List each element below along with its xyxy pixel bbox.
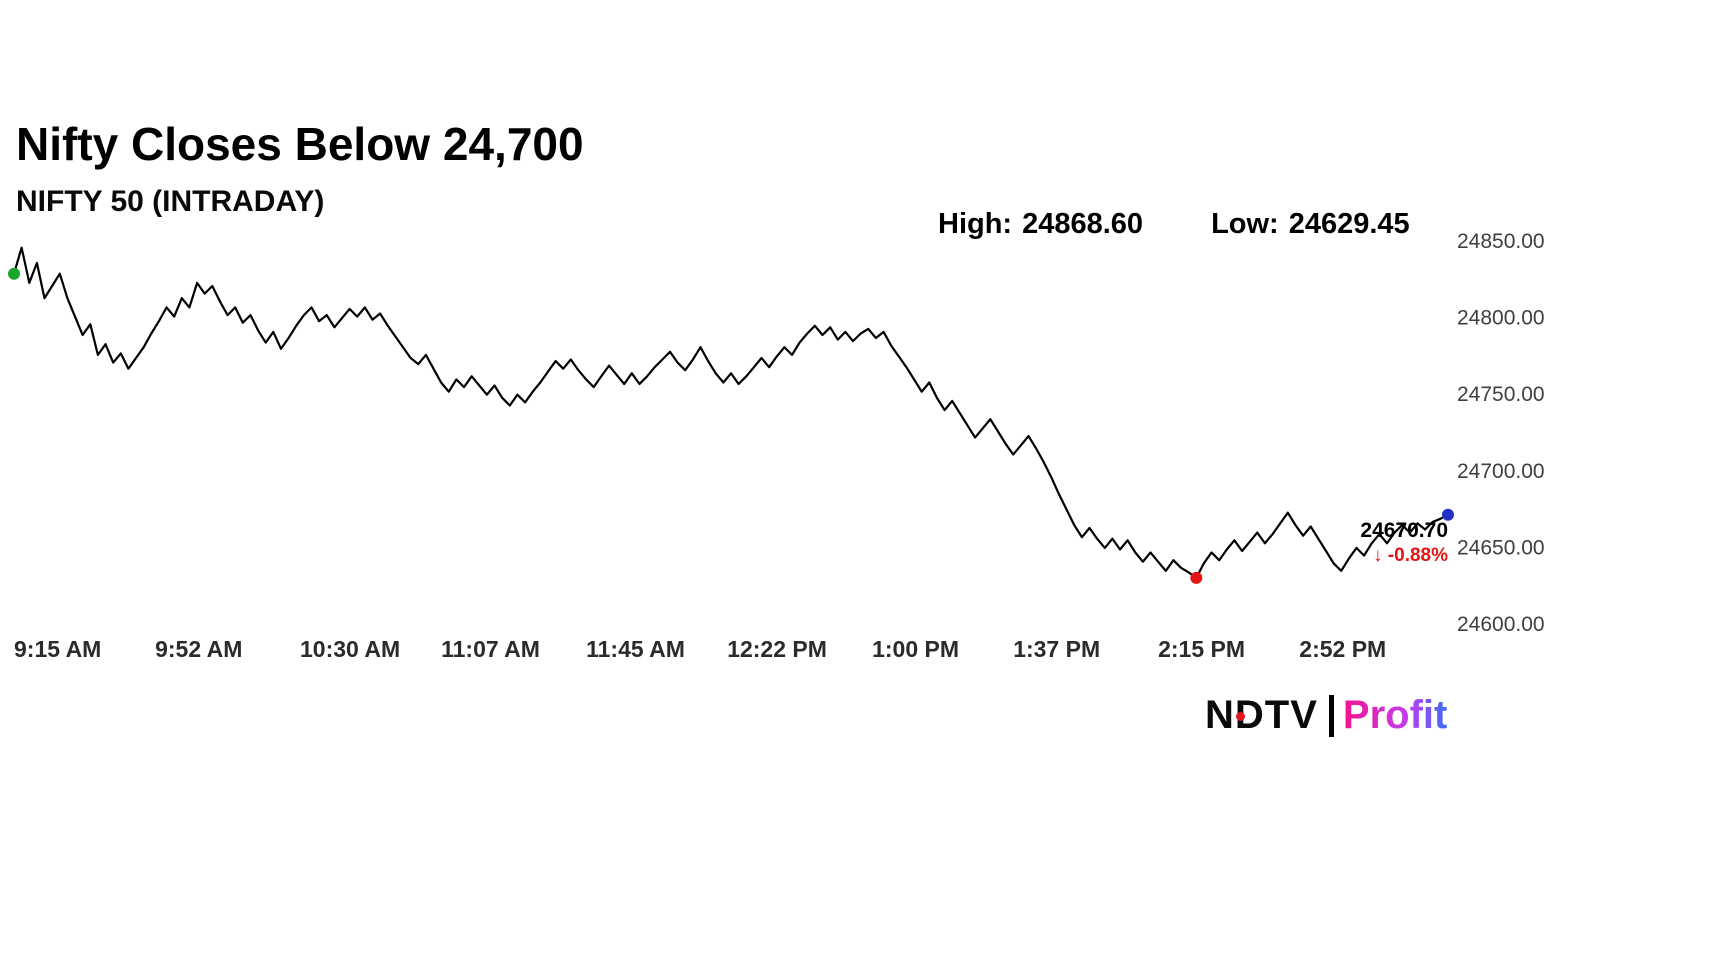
x-axis-label: 1:37 PM [1013, 636, 1100, 662]
y-axis-label: 24650.00 [1457, 536, 1545, 559]
x-axis-label: 11:45 AM [586, 636, 685, 662]
x-axis-label: 12:22 PM [727, 636, 827, 662]
low-value: 24629.45 [1288, 208, 1410, 240]
close-marker [1442, 508, 1454, 521]
y-axis-label: 24750.00 [1457, 383, 1545, 406]
low-marker [1190, 571, 1203, 584]
y-axis-label: 24850.00 [1457, 230, 1545, 253]
ndtv-profit-logo: NDTV Profit [1205, 693, 1447, 738]
profit-wordmark: Profit [1342, 693, 1448, 737]
x-axis-label: 11:07 AM [441, 636, 540, 662]
page-title: Nifty Closes Below 24,700 [16, 117, 584, 170]
x-axis-label: 9:52 AM [155, 636, 242, 662]
low-stat: Low: 24629.45 [1211, 208, 1410, 241]
y-axis-label: 24700.00 [1457, 460, 1545, 483]
chart-subtitle: NIFTY 50 (INTRADAY) [16, 184, 325, 218]
x-axis-label: 2:15 PM [1158, 636, 1245, 662]
y-axis-label: 24800.00 [1457, 307, 1545, 330]
high-stat: High: 24868.60 [938, 208, 1143, 241]
last-price-label: 24670.70 [1360, 519, 1448, 542]
high-value: 24868.60 [1022, 208, 1144, 240]
low-label: Low: [1211, 208, 1279, 240]
x-axis-label: 2:52 PM [1299, 636, 1386, 662]
high-label: High: [938, 208, 1013, 240]
high-low-stats: High: 24868.60 Low: 24629.45 [938, 208, 1410, 241]
logo-divider [1328, 694, 1334, 737]
x-axis-label: 1:00 PM [872, 636, 959, 662]
open-marker [8, 267, 20, 280]
x-axis-label: 9:15 AM [14, 636, 101, 662]
price-line [12, 246, 1449, 580]
ndtv-wordmark: NDTV [1205, 693, 1318, 737]
y-axis-label: 24600.00 [1457, 613, 1545, 636]
x-axis-label: 10:30 AM [300, 636, 400, 662]
change-percent-label: ↓ -0.88% [1373, 545, 1448, 566]
ndtv-red-dot-icon [1236, 712, 1245, 721]
